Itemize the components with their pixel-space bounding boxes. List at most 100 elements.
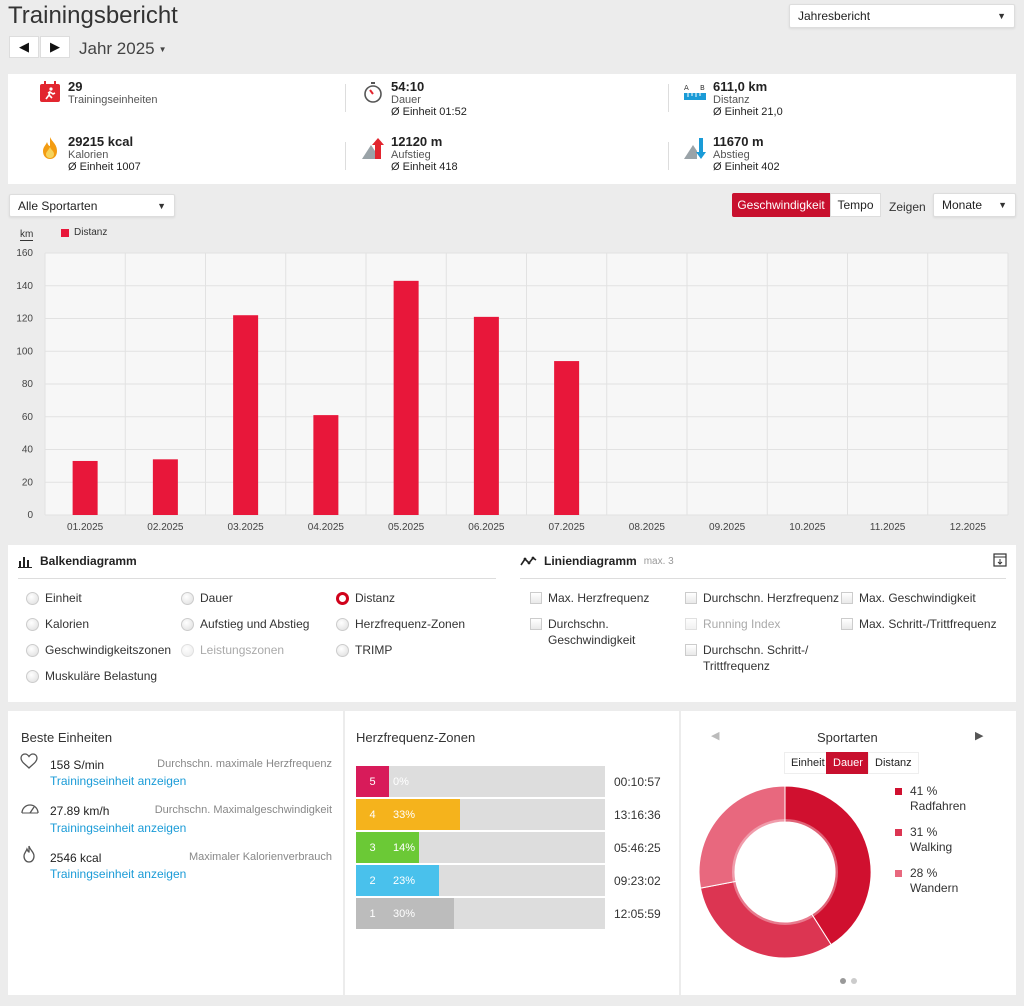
sport-filter-value: Alle Sportarten: [18, 198, 98, 213]
checkbox-box[interactable]: [685, 592, 697, 604]
hr-zone-time: 05:46:25: [614, 841, 661, 855]
legend-name: Radfahren: [910, 799, 967, 813]
checkbox-max-schrittfrequenz[interactable]: Max. Schritt-/Trittfrequenz: [841, 616, 997, 632]
best-label: Durchschn. maximale Herzfrequenz: [157, 758, 332, 770]
stat-value: 611,0 km: [713, 79, 768, 94]
checkbox-durchschn-geschwindigkeit[interactable]: Durchschn. Geschwindigkeit: [530, 616, 660, 648]
stat-ascent: 12120 m Aufstieg Ø Einheit 418: [361, 135, 458, 174]
previous-chart-arrow[interactable]: ◀: [711, 730, 720, 742]
next-chart-arrow[interactable]: ▶: [975, 730, 984, 742]
view-session-link[interactable]: Trainingseinheit anzeigen: [50, 821, 187, 835]
donut-svg: [698, 785, 872, 959]
export-icon[interactable]: [993, 553, 1007, 572]
tab-dauer[interactable]: Dauer: [826, 752, 870, 774]
bar-chart-heading: Balkendiagramm: [18, 554, 137, 568]
speed-toggle-button[interactable]: Geschwindigkeit: [732, 193, 830, 217]
y-tick-label: 120: [16, 314, 33, 325]
legend-swatch: [895, 788, 902, 795]
svg-text:A: A: [684, 84, 689, 92]
radio-circle[interactable]: [181, 591, 194, 605]
view-session-link[interactable]: Trainingseinheit anzeigen: [50, 867, 187, 881]
chart-legend: Distanz: [61, 227, 107, 238]
legend-percent: 28 %: [910, 866, 938, 880]
hr-zone-number: 3: [356, 832, 389, 863]
stat-label: Dauer: [391, 94, 421, 106]
hr-zone-bar: 33%: [389, 799, 461, 830]
radio-circle[interactable]: [336, 643, 349, 657]
radio-trimp[interactable]: TRIMP: [336, 643, 392, 657]
checkbox-max-geschwindigkeit[interactable]: Max. Geschwindigkeit: [841, 590, 976, 606]
view-session-link[interactable]: Trainingseinheit anzeigen: [50, 774, 187, 788]
previous-year-button[interactable]: ◀: [9, 36, 39, 58]
radio-circle[interactable]: [181, 617, 194, 631]
radio-kalorien[interactable]: Kalorien: [26, 617, 89, 631]
radio-label: Distanz: [355, 591, 396, 605]
hr-zone-bar: 0%: [393, 775, 409, 788]
checkbox-label: Max. Herzfrequenz: [548, 591, 650, 605]
donut-slice-radfahren[interactable]: [784, 785, 872, 946]
hr-zone-row: 5 0%: [356, 766, 605, 797]
checkbox-box[interactable]: [530, 592, 542, 604]
best-value: 27.89 km/h: [50, 804, 110, 818]
divider: [668, 142, 669, 170]
radio-muskulaere-belastung[interactable]: Muskuläre Belastung: [26, 669, 157, 683]
radio-dauer[interactable]: Dauer: [181, 591, 233, 605]
donut-slice-walking[interactable]: [699, 880, 832, 959]
checkbox-box[interactable]: [841, 618, 853, 630]
hr-zone-number: 2: [356, 865, 389, 896]
hr-zone-time: 13:16:36: [614, 808, 661, 822]
stat-value: 11670 m: [713, 134, 764, 149]
radio-circle[interactable]: [26, 591, 39, 605]
radio-circle[interactable]: [26, 617, 39, 631]
radio-circle[interactable]: [26, 643, 39, 657]
radio-herzfrequenz-zonen[interactable]: Herzfrequenz-Zonen: [336, 617, 465, 631]
period-select[interactable]: Monate ▼: [933, 193, 1016, 217]
x-tick-label: 06.2025: [468, 522, 505, 533]
stopwatch-icon: [361, 80, 385, 104]
checkbox-durchschn-schrittfrequenz[interactable]: Durchschn. Schritt-/ Trittfrequenz: [685, 642, 835, 674]
chevron-down-icon: ▼: [997, 11, 1006, 21]
bar-options-divider: [18, 578, 496, 579]
checkbox-box[interactable]: [841, 592, 853, 604]
tab-einheit[interactable]: Einheit: [784, 752, 832, 774]
radio-circle[interactable]: [26, 669, 39, 683]
checkbox-max-herzfrequenz[interactable]: Max. Herzfrequenz: [530, 590, 649, 606]
donut-slice-wandern[interactable]: [698, 785, 786, 889]
tab-distanz[interactable]: Distanz: [868, 752, 919, 774]
radio-circle-selected[interactable]: [336, 591, 349, 605]
report-type-select[interactable]: Jahresbericht ▼: [789, 4, 1015, 28]
x-tick-label: 04.2025: [308, 522, 345, 533]
bar-07.2025: [554, 361, 580, 515]
pace-toggle-button[interactable]: Tempo: [830, 193, 881, 217]
checkbox-durchschn-herzfrequenz[interactable]: Durchschn. Herzfrequenz: [685, 590, 839, 606]
radio-label: Kalorien: [45, 617, 90, 631]
legend-label: Distanz: [74, 227, 108, 238]
x-tick-label: 01.2025: [67, 522, 104, 533]
show-label: Zeigen: [889, 200, 926, 214]
radio-label: Leistungszonen: [200, 643, 285, 657]
radio-aufstieg[interactable]: Aufstieg und Abstieg: [181, 617, 309, 631]
flame-outline-icon: [22, 845, 36, 868]
pager-dot-active[interactable]: [840, 978, 846, 984]
radio-einheit[interactable]: Einheit: [26, 591, 82, 605]
legend-percent: 41 %: [910, 784, 938, 798]
checkbox-box-disabled: [685, 618, 697, 630]
stat-label: Abstieg: [713, 149, 750, 161]
year-selector[interactable]: Jahr 2025 ▼: [79, 39, 167, 59]
y-tick-label: 40: [22, 445, 34, 456]
checkbox-box[interactable]: [530, 618, 542, 630]
radio-label: Dauer: [200, 591, 233, 605]
stat-duration: 54:10 Dauer Ø Einheit 01:52: [361, 80, 467, 119]
heart-icon: [20, 753, 38, 774]
checkbox-box[interactable]: [685, 644, 697, 656]
pager-dot[interactable]: [851, 978, 857, 984]
radio-geschwindigkeitszonen[interactable]: Geschwindigkeitszonen: [26, 643, 171, 657]
next-year-button[interactable]: ▶: [40, 36, 70, 58]
radio-circle[interactable]: [336, 617, 349, 631]
radio-distanz[interactable]: Distanz: [336, 591, 395, 605]
checkbox-label: Max. Schritt-/Trittfrequenz: [859, 617, 997, 631]
chevron-down-icon: ▼: [157, 200, 166, 211]
checkbox-label: Durchschn. Schritt-/ Trittfrequenz: [703, 643, 809, 673]
bar-02.2025: [152, 459, 178, 515]
sport-filter-select[interactable]: Alle Sportarten ▼: [9, 194, 175, 217]
